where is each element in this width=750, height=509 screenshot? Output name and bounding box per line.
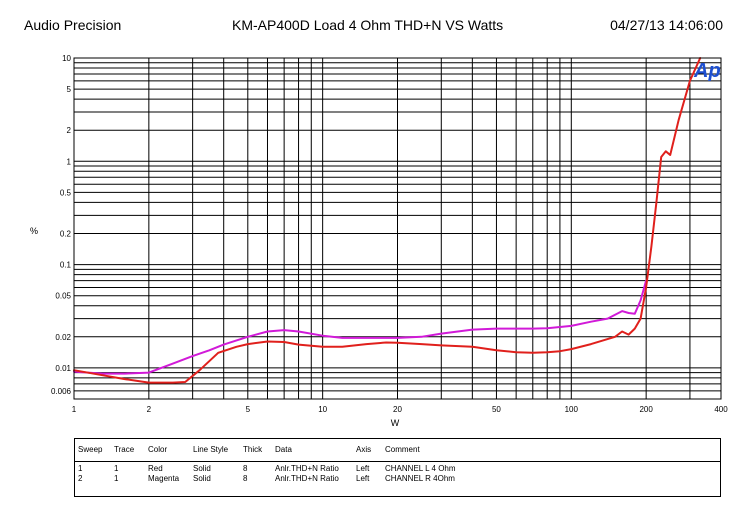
chart-grid <box>73 57 722 400</box>
y-tick-label: 10 <box>62 54 71 63</box>
y-tick-label: 1 <box>67 157 72 166</box>
y-tick-label: 0.2 <box>60 230 72 239</box>
legend-cell: Solid <box>193 474 211 483</box>
y-tick-label: 2 <box>67 126 72 135</box>
chart-tick-labels: 0.006 0.01 0.02 0.05 0.1 0.2 0.5 1 2 5 10 1 2 5 10 20 50… <box>51 54 728 414</box>
legend-cell: Left <box>356 474 370 483</box>
y-tick-label: 0.1 <box>60 261 72 270</box>
legend-cell: 1 <box>78 464 83 473</box>
legend-cell: Color <box>148 445 168 454</box>
x-tick-label: 20 <box>393 405 402 414</box>
y-tick-label: 0.006 <box>51 387 72 396</box>
y-tick-label: 0.02 <box>55 333 71 342</box>
y-tick-label: 0.05 <box>55 292 71 301</box>
x-tick-label: 400 <box>714 405 728 414</box>
legend-header-row: Sweep Trace Color Line Style Thick Data Axis Co… <box>75 445 720 456</box>
x-tick-label: 2 <box>147 405 152 414</box>
x-tick-label: 100 <box>565 405 579 414</box>
x-tick-label: 200 <box>639 405 653 414</box>
ap-logo: Ap <box>693 60 721 82</box>
legend-row: 1 1 Red Solid 8 Anlr.THD+N Ratio Left CHANNEL L… <box>75 464 720 475</box>
legend-cell: Trace <box>114 445 135 454</box>
header-chart-title: KM-AP400D Load 4 Ohm THD+N VS Watts <box>232 17 504 33</box>
legend-cell: Thick <box>243 445 263 454</box>
x-axis-label: W <box>391 418 400 428</box>
legend-table: Sweep Trace Color Line Style Thick Data Axis Co… <box>74 438 721 497</box>
legend-cell: Solid <box>193 464 211 473</box>
plot-frame <box>73 57 722 400</box>
legend-cell: CHANNEL R 4Ohm <box>385 474 455 483</box>
legend-row: 2 1 Magenta Solid 8 Anlr.THD+N Ratio Left CHANN… <box>75 474 720 485</box>
x-tick-label: 50 <box>492 405 501 414</box>
legend-cell: Left <box>356 464 370 473</box>
legend-cell: 8 <box>243 474 248 483</box>
y-tick-label: 0.5 <box>60 188 72 197</box>
header-timestamp: 04/27/13 14:06:00 <box>610 17 723 33</box>
legend-divider <box>75 461 720 462</box>
chart-series-layer <box>73 57 702 384</box>
y-axis-label: % <box>30 226 38 236</box>
legend-cell: Sweep <box>78 445 103 454</box>
legend-cell: Anlr.THD+N Ratio <box>275 474 339 483</box>
legend-cell: 1 <box>114 464 119 473</box>
header-left-title: Audio Precision <box>24 17 122 33</box>
y-tick-label: 0.01 <box>55 364 71 373</box>
legend-cell: Magenta <box>148 474 180 483</box>
x-tick-label: 10 <box>318 405 327 414</box>
legend-cell: CHANNEL L 4 Ohm <box>385 464 456 473</box>
legend-cell: Axis <box>356 445 372 454</box>
legend-cell: Comment <box>385 445 420 454</box>
y-tick-label: 5 <box>67 85 72 94</box>
series-line-channel-l <box>73 57 702 384</box>
legend-cell: 8 <box>243 464 248 473</box>
series-line-channel-r <box>73 279 648 375</box>
legend-cell: 2 <box>78 474 83 483</box>
legend-cell: Data <box>275 445 292 454</box>
x-tick-label: 5 <box>246 405 251 414</box>
legend-cell: Anlr.THD+N Ratio <box>275 464 339 473</box>
legend-cell: Line Style <box>193 445 229 454</box>
x-tick-label: 1 <box>72 405 77 414</box>
thd-chart: 0.006 0.01 0.02 0.05 0.1 0.2 0.5 1 2 5 10 1 2 5 10 20 50… <box>30 54 728 428</box>
legend-cell: Red <box>148 464 163 473</box>
legend-cell: 1 <box>114 474 119 483</box>
